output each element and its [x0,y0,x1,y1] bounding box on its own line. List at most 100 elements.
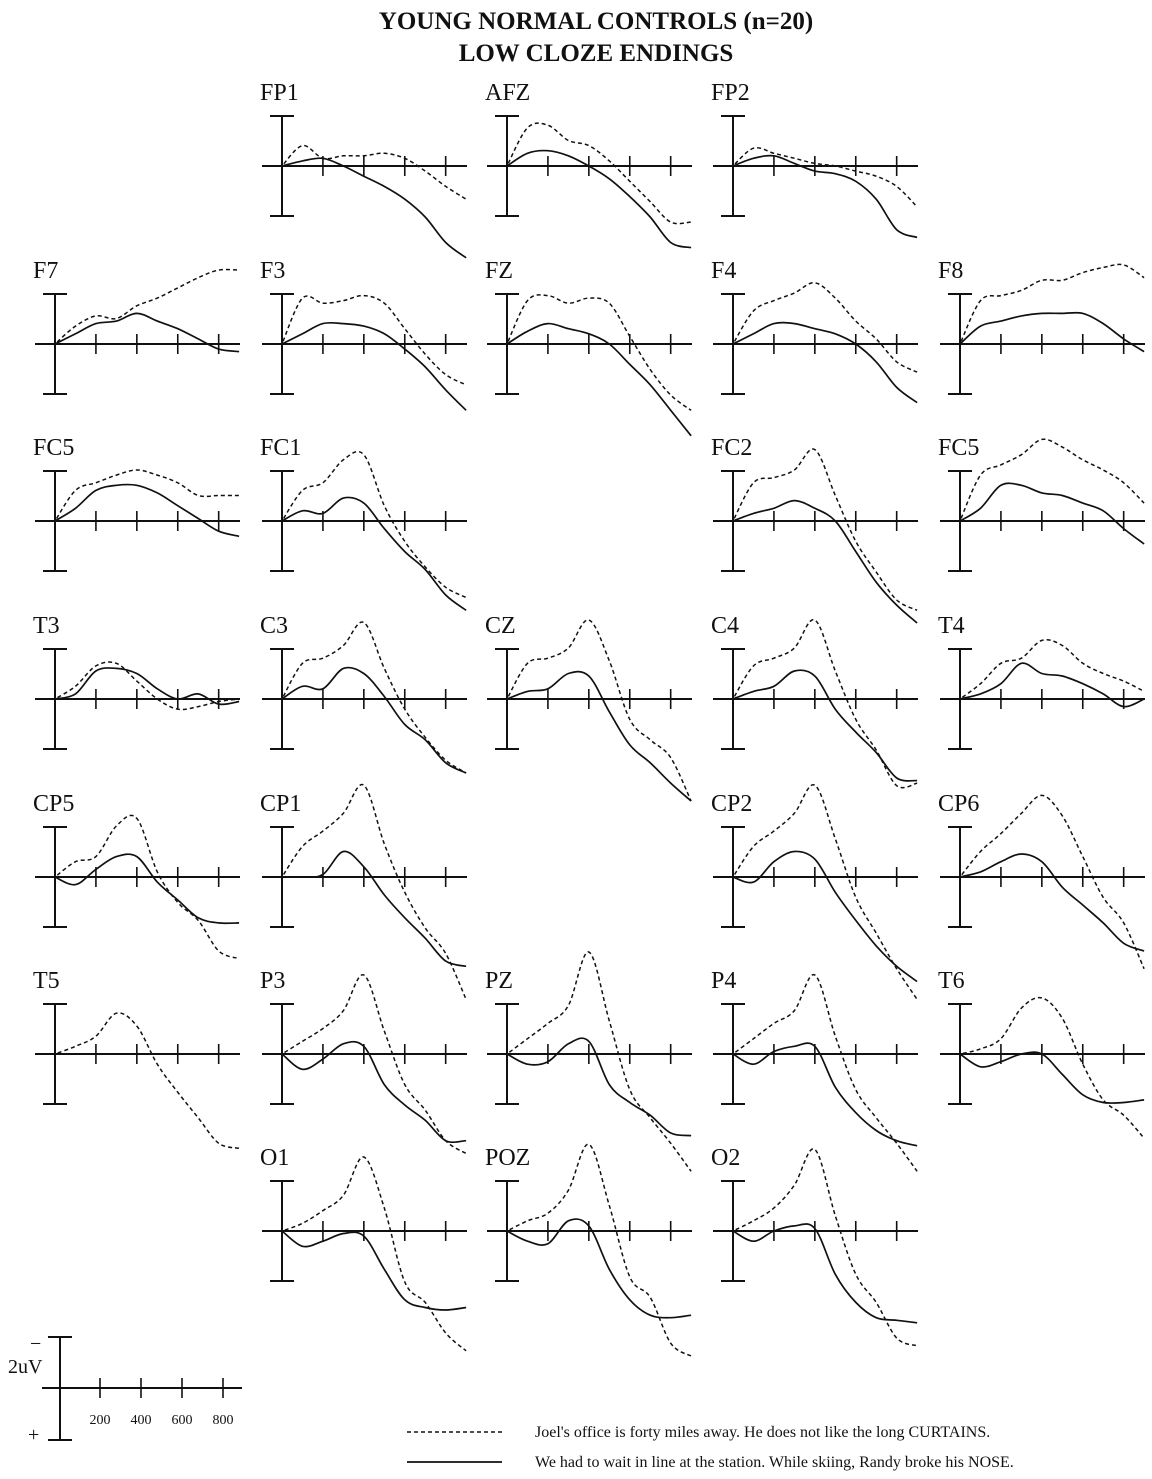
dashed-waveform [264,974,467,1155]
dashed-waveform [489,122,692,225]
panel-poz: POZ [485,1143,692,1357]
scale-bar: − 2uV + 200 400 600 800 [8,1333,242,1446]
solid-waveform [264,157,467,259]
dashed-waveform [37,1012,240,1150]
solid-waveform [715,1223,918,1324]
panel-t6: T6 [938,968,1145,1139]
chart-title: YOUNG NORMAL CONTROLS (n=20) [379,8,813,35]
panel-label: CZ [485,613,516,639]
dashed-waveform [264,450,467,599]
solid-waveform [942,662,1145,708]
solid-waveform [489,670,692,802]
scale-plus: + [28,1424,39,1446]
panel-pz: PZ [485,951,692,1172]
dashed-waveform [489,619,692,802]
solid-waveform [942,853,1145,952]
dashed-waveform [264,621,467,774]
dashed-waveform [37,661,240,711]
panel-afz: AFZ [485,80,692,249]
dashed-waveform [37,268,240,345]
scale-minus: − [30,1333,41,1355]
scale-tick-label: 800 [213,1413,234,1428]
panel-label: FP1 [260,80,299,106]
solid-waveform [942,482,1145,545]
solid-waveform [264,850,467,968]
panel-f3: F3 [260,258,467,411]
panel-fc5: FC5 [938,435,1145,572]
panel-label: F8 [938,258,963,284]
panel-label: FP2 [711,80,750,106]
dashed-waveform [264,1156,467,1352]
dashed-waveform [715,974,918,1172]
solid-waveform [37,312,240,353]
solid-waveform [264,321,467,411]
scale-tick-label: 600 [172,1413,193,1428]
solid-waveform [489,149,692,249]
panel-p3: P3 [260,968,467,1155]
panel-fp2: FP2 [711,80,918,239]
panel-label: CP1 [260,791,301,817]
panel-label: P3 [260,968,285,994]
dashed-waveform [715,1148,918,1347]
panel-label: FC5 [938,435,979,461]
scale-tick-label: 200 [90,1413,111,1428]
legend-dashed-label: Joel's office is forty miles away. He do… [535,1424,990,1441]
dashed-waveform [264,294,467,386]
panel-label: POZ [485,1145,530,1171]
dashed-waveform [942,263,1145,345]
dashed-waveform [715,146,918,208]
panel-label: CP2 [711,791,752,817]
panel-t4: T4 [938,613,1145,750]
panel-label: FC5 [33,435,74,461]
panel-t3: T3 [33,613,240,750]
panel-label: T3 [33,613,60,639]
dashed-waveform [942,794,1145,970]
scale-amplitude-label: 2uV [8,1356,43,1378]
panel-label: FZ [485,258,513,284]
solid-waveform [715,154,918,239]
panel-label: F7 [33,258,58,284]
solid-waveform [264,1040,467,1144]
solid-waveform [715,321,918,404]
dashed-waveform [715,619,918,789]
panel-f7: F7 [33,258,240,395]
legend-solid-label: We had to wait in line at the station. W… [535,1454,1014,1471]
dashed-waveform [37,469,240,522]
dashed-waveform [37,814,240,960]
panel-label: T4 [938,613,965,639]
panel-c3: C3 [260,613,467,774]
panel-fc2: FC2 [711,435,918,624]
panel-label: FC2 [711,435,752,461]
dashed-waveform [715,282,918,373]
solid-waveform [489,1037,692,1137]
solid-waveform [264,666,467,774]
panel-label: PZ [485,968,513,994]
panel-label: O1 [260,1145,289,1171]
panel-f8: F8 [938,258,1145,395]
dashed-waveform [942,438,1145,522]
solid-waveform [37,667,240,706]
panel-label: T6 [938,968,965,994]
panel-label: FC1 [260,435,301,461]
dashed-waveform [715,448,918,611]
dashed-waveform [264,144,467,200]
chart-subtitle: LOW CLOZE ENDINGS [459,40,734,67]
panel-label: AFZ [485,80,530,106]
panel-label: F4 [711,258,736,284]
panel-o2: O2 [711,1145,918,1347]
panel-cz: CZ [485,613,692,802]
panel-label: T5 [33,968,60,994]
panel-cp1: CP1 [260,783,467,1000]
panel-cp6: CP6 [938,791,1145,970]
panel-fp1: FP1 [260,80,467,259]
solid-waveform [715,1042,918,1147]
scale-tick-label: 400 [131,1413,152,1428]
panel-fz: FZ [485,258,692,437]
panel-c4: C4 [711,613,918,789]
solid-waveform [264,496,467,611]
dashed-waveform [942,638,1145,700]
panel-label: CP5 [33,791,74,817]
solid-waveform [715,850,918,983]
solid-waveform [37,483,240,538]
panel-cp2: CP2 [711,784,918,1000]
